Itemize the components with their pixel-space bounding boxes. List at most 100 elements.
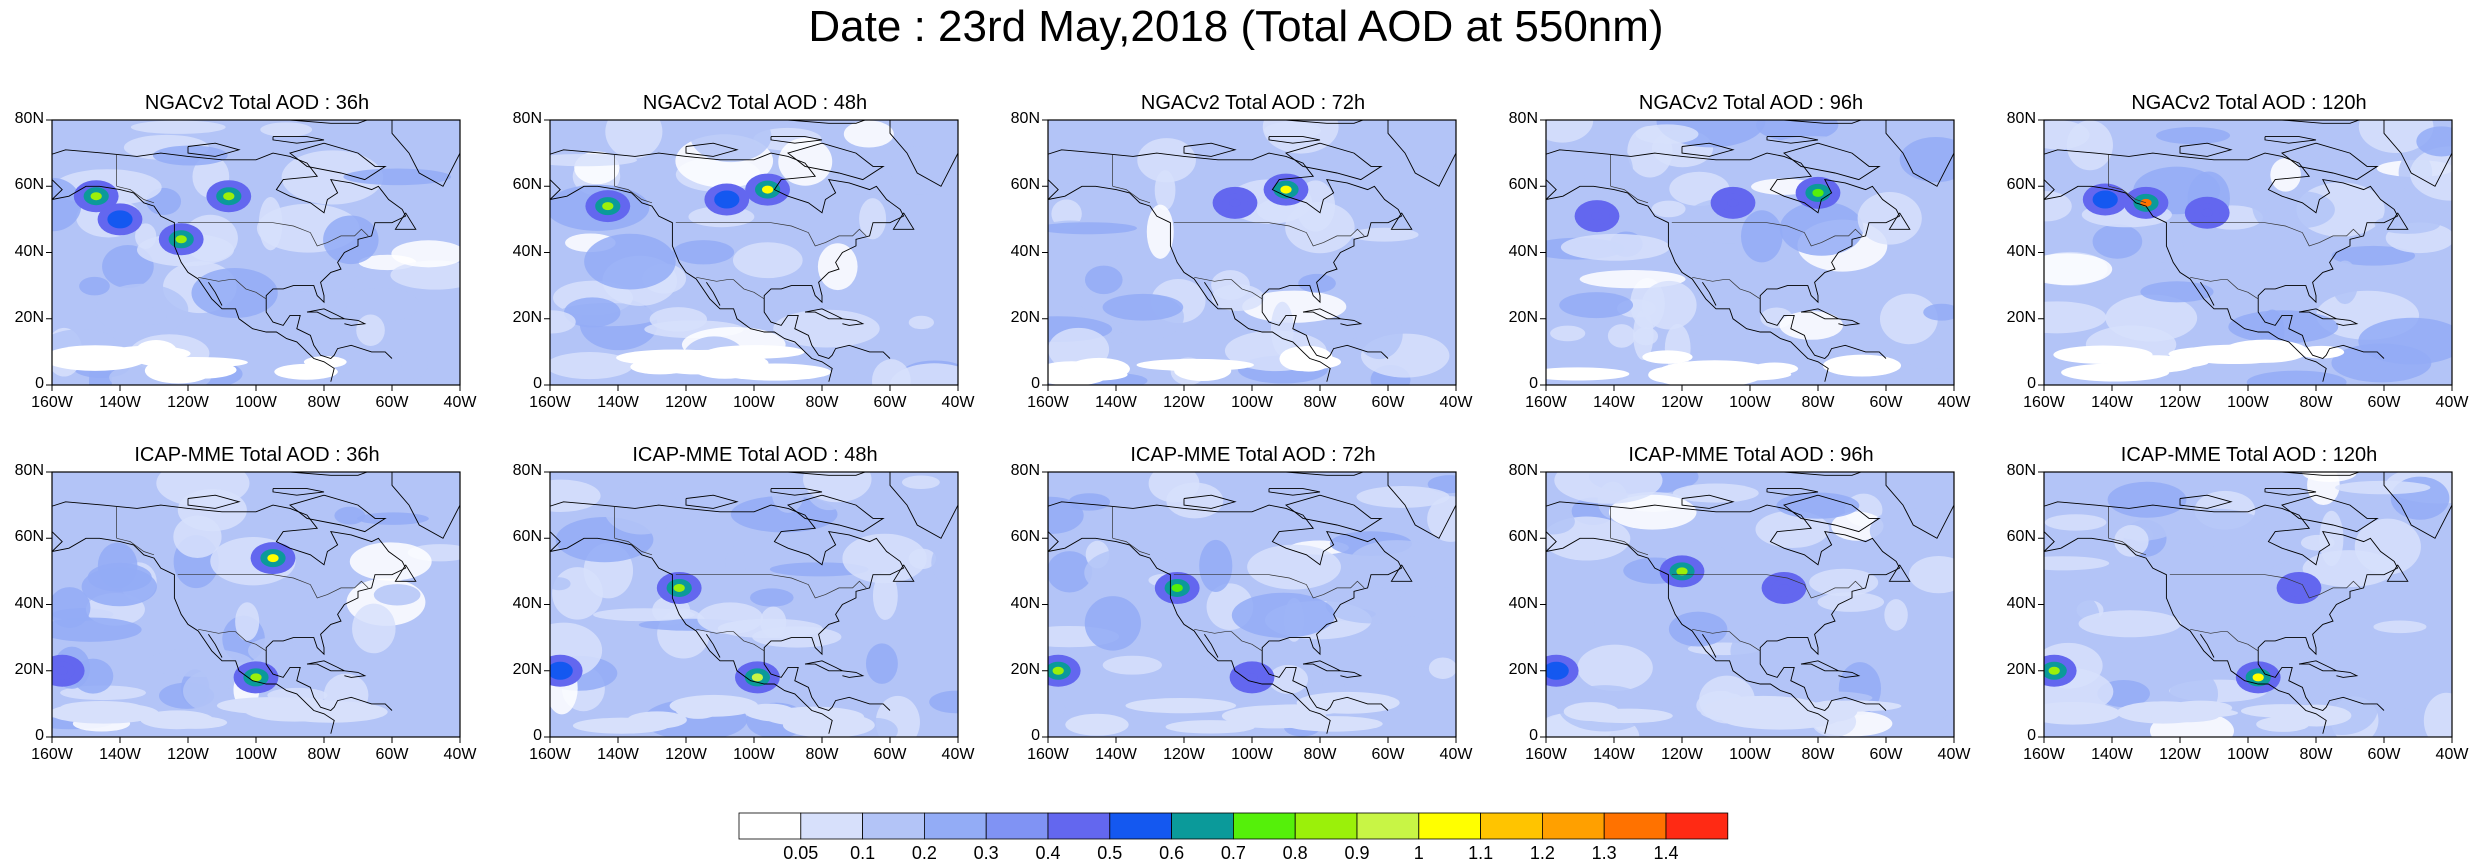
coastline — [1387, 472, 1456, 539]
aod-contour — [1779, 310, 1844, 340]
aod-hotspot — [721, 195, 733, 204]
map-panel: ICAP-MME Total AOD : 48h 0 20N 40N 60N 80N 160… — [513, 444, 975, 763]
aod-hotspot — [2201, 208, 2213, 217]
map-area: 0 20N 40N 60N 80N 160W 140W 120W 100W 80W 60W 40W — [513, 462, 975, 763]
aod-contour — [2358, 120, 2434, 153]
aod-hotspot — [1229, 198, 1241, 207]
coastline — [187, 142, 241, 157]
coastline — [52, 531, 335, 734]
x-tick-label: 100W — [235, 394, 277, 411]
x-tick-label: 60W — [1371, 394, 1405, 411]
x-tick-label: 80W — [307, 394, 341, 411]
aod-contour — [1355, 307, 1403, 360]
coastline — [1268, 488, 1321, 496]
aod-hotspot — [2099, 195, 2111, 204]
country-border — [675, 574, 867, 599]
coastline — [52, 149, 407, 360]
aod-contour — [2307, 472, 2340, 506]
y-tick-label: 0 — [2027, 727, 2036, 744]
coastline — [306, 308, 345, 320]
coastline — [892, 212, 915, 230]
x-tick-label: 60W — [873, 746, 907, 763]
panel-title: NGACv2 Total AOD : 120h — [2131, 92, 2367, 114]
coastline — [1268, 136, 1321, 144]
aod-contour — [138, 307, 167, 325]
x-tick-label: 140W — [1593, 394, 1635, 411]
aod-contour — [1559, 292, 1634, 319]
aod-contour — [2044, 556, 2110, 571]
x-tick-label: 140W — [99, 746, 141, 763]
x-tick-label: 140W — [1593, 746, 1635, 763]
panel-title: NGACv2 Total AOD : 48h — [642, 92, 868, 114]
y-tick-label: 0 — [1031, 727, 1040, 744]
country-border — [1671, 574, 1863, 599]
aod-contour — [2331, 260, 2359, 305]
x-tick-label: 100W — [2227, 394, 2269, 411]
coastline — [2383, 120, 2452, 187]
coastline — [1546, 179, 1829, 382]
country-border — [1610, 185, 1649, 204]
coastline — [344, 670, 367, 678]
aod-contour — [1550, 325, 1586, 342]
country-border — [116, 537, 155, 556]
coastline — [2044, 531, 2327, 734]
y-tick-label: 20N — [14, 660, 44, 678]
aod-contour — [52, 345, 148, 371]
colorbar-swatch — [1232, 812, 1296, 840]
x-tick-label: 160W — [2023, 394, 2065, 411]
aod-contour — [301, 590, 363, 621]
aod-contour — [1546, 367, 1630, 381]
coastline — [1285, 142, 1383, 181]
y-tick-label: 0 — [1031, 375, 1040, 392]
aod-hotspot — [751, 673, 763, 682]
aod-contour — [2256, 716, 2310, 732]
colorbar-swatch — [862, 812, 925, 840]
coastline — [2200, 634, 2215, 658]
coastline — [2264, 136, 2317, 144]
coastline — [2044, 149, 2399, 360]
aod-contour — [1427, 496, 1456, 542]
aod-contour — [140, 710, 214, 730]
aod-contour — [1554, 472, 1663, 504]
aod-contour — [1348, 540, 1445, 587]
aod-contour — [1048, 699, 1066, 718]
aod-contour — [1247, 544, 1341, 590]
colorbar-label: 0.6 — [1159, 843, 1185, 863]
aod-contour — [303, 356, 347, 368]
aod-contour — [2053, 345, 2153, 364]
coastline — [208, 282, 223, 306]
aod-map — [46, 471, 461, 743]
aod-contour — [1137, 138, 1196, 183]
aod-contour — [2156, 126, 2231, 145]
coastline — [2179, 494, 2233, 509]
aod-contour — [725, 546, 747, 584]
coastline — [770, 488, 823, 496]
aod-contour — [1084, 265, 1123, 295]
x-tick-label: 120W — [1163, 746, 1205, 763]
panel-title: NGACv2 Total AOD : 72h — [1140, 92, 1366, 114]
panel-title: ICAP-MME Total AOD : 120h — [2120, 444, 2378, 466]
aod-contour — [1396, 586, 1456, 620]
coastline — [1766, 136, 1819, 144]
coastline — [1783, 120, 1863, 124]
colorbar-swatch — [800, 812, 863, 840]
coastline — [344, 318, 367, 326]
y-tick-label: 60N — [1508, 176, 1538, 194]
x-tick-label: 80W — [307, 746, 341, 763]
x-tick-label: 120W — [665, 746, 707, 763]
y-tick-label: 40N — [512, 594, 542, 612]
x-tick-label: 140W — [1095, 394, 1137, 411]
aod-contour — [1642, 350, 1693, 364]
aod-map — [544, 471, 959, 743]
x-tick-label: 140W — [2091, 394, 2133, 411]
coastline — [889, 120, 958, 187]
coastline — [1838, 318, 1861, 326]
aod-contour — [2358, 317, 2452, 365]
aod-contour — [803, 472, 872, 503]
country-border — [116, 185, 155, 204]
country-border — [177, 222, 369, 247]
aod-contour — [1907, 351, 1954, 369]
aod-contour — [550, 153, 637, 167]
coastline — [1390, 212, 1413, 230]
country-border — [1173, 222, 1365, 247]
